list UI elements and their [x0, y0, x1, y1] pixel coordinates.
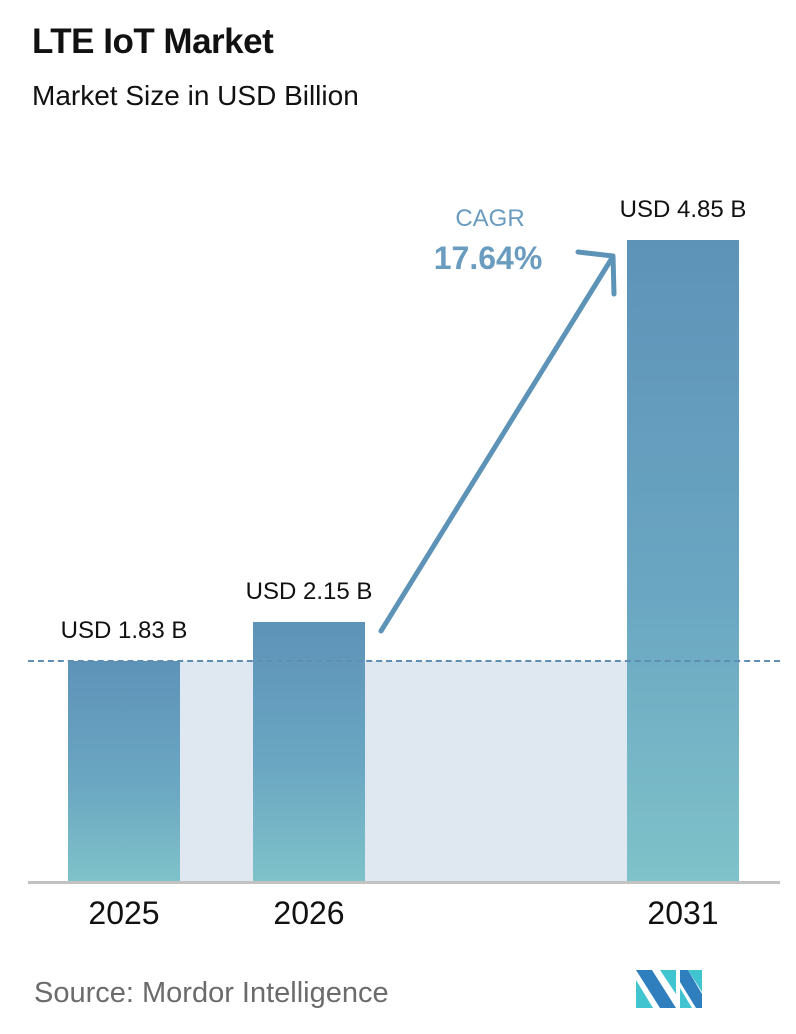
- cagr-value: 17.64%: [433, 240, 543, 276]
- value-label-2031: USD 4.85 B: [619, 196, 747, 223]
- chart-subtitle: Market Size in USD Billion: [32, 80, 359, 111]
- bar-2026: [253, 622, 365, 881]
- value-label-2026: USD 2.15 B: [245, 578, 373, 605]
- value-label-2025: USD 1.83 B: [60, 617, 188, 644]
- mordor-intelligence-logo-icon: [636, 970, 702, 1008]
- x-label-2025: 2025: [88, 895, 160, 931]
- cagr-label: CAGR: [455, 205, 525, 232]
- x-label-2031: 2031: [647, 895, 719, 931]
- reference-dashed-line: [28, 660, 780, 662]
- bar-2025: [68, 661, 180, 881]
- bar-2031: [627, 240, 739, 881]
- source-text: Source: Mordor Intelligence: [34, 977, 389, 1009]
- x-axis-line: [28, 881, 780, 884]
- chart-title: LTE IoT Market: [32, 22, 274, 61]
- x-label-2026: 2026: [273, 895, 345, 931]
